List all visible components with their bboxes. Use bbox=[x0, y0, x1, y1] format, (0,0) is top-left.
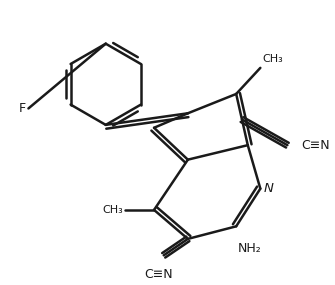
Text: C≡N: C≡N bbox=[301, 139, 330, 152]
Text: CH₃: CH₃ bbox=[103, 205, 123, 215]
Text: C≡N: C≡N bbox=[145, 268, 173, 281]
Text: N: N bbox=[263, 182, 273, 195]
Text: F: F bbox=[19, 102, 26, 115]
Text: CH₃: CH₃ bbox=[262, 54, 283, 64]
Text: NH₂: NH₂ bbox=[238, 242, 262, 255]
